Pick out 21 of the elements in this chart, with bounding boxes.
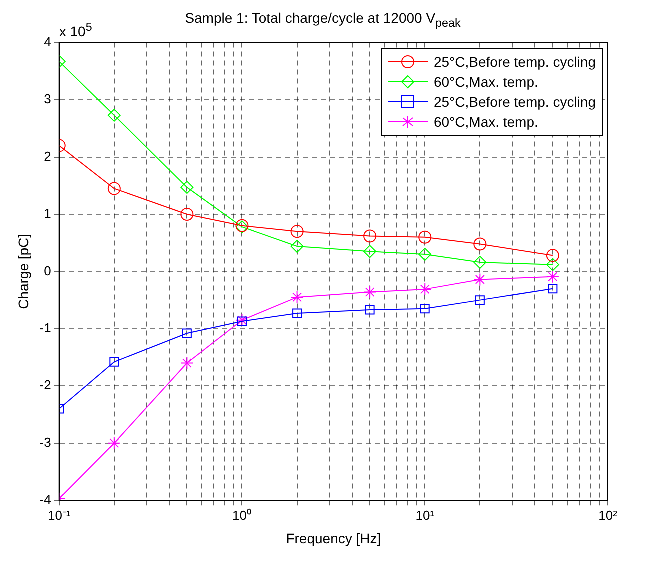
y-tick-label: 0 <box>44 263 52 278</box>
x-tick-label: 10² <box>598 508 618 523</box>
y-tick-label: -4 <box>40 492 52 508</box>
y-tick-label: -3 <box>40 434 52 450</box>
x-tick-label: 10⁰ <box>232 508 252 523</box>
text: x 10$^{5}$ <box>59 20 92 40</box>
legend-label: 60°C,Max. temp. <box>434 74 538 90</box>
x-axis-title: Frequency [Hz] <box>286 530 382 546</box>
legend-label: 60°C,Max. temp. <box>434 114 538 130</box>
y-tick-label: 4 <box>44 34 52 50</box>
y-tick-label: -1 <box>40 320 52 336</box>
y-axis-title: Charge [pC] <box>15 234 32 310</box>
y-tick-label: -2 <box>40 378 52 393</box>
legend-label: 25°C,Before temp. cycling <box>434 94 596 110</box>
x-tick-label: 10⁻¹ <box>48 508 72 523</box>
y-tick-label: 1 <box>44 206 52 222</box>
y-tick-label: 2 <box>44 148 52 164</box>
y-tick-label: 3 <box>44 92 52 107</box>
chart-title: Sample 1: Total charge/cycle at 12000 V$_{peak}$ <box>185 10 461 30</box>
x-tick-label: 10¹ <box>416 508 436 523</box>
legend-label: 25°C,Before temp. cycling <box>434 54 596 70</box>
